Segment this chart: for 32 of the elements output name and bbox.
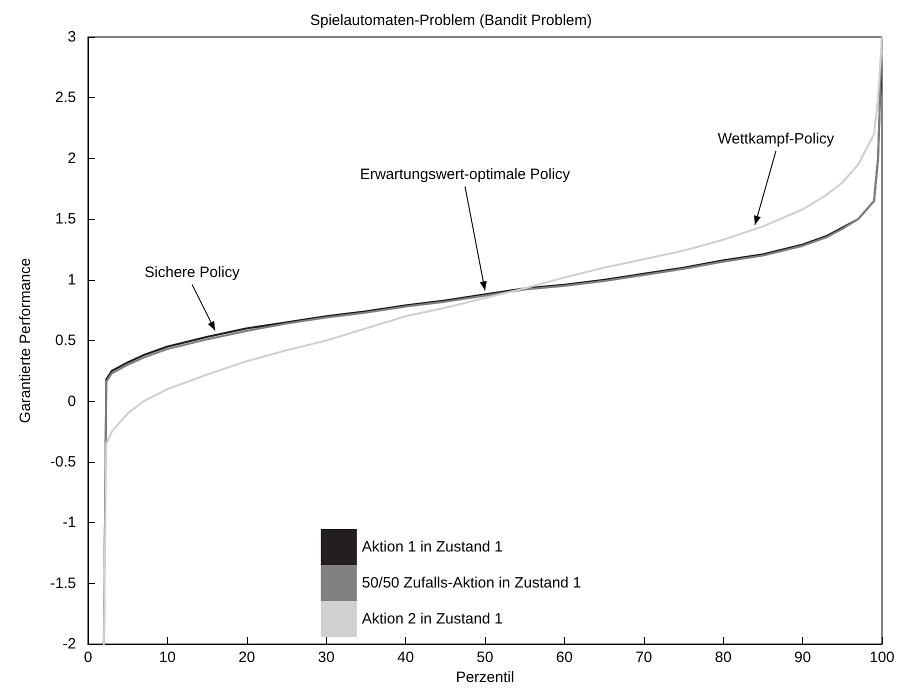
y-tick-label: -1.5 — [50, 574, 76, 592]
x-tick-label: 0 — [84, 649, 92, 666]
legend-label: Aktion 2 in Zustand 1 — [362, 610, 503, 628]
annotation: Wettkampf-Policy — [718, 130, 835, 148]
x-tick-label: 10 — [159, 649, 176, 666]
x-tick-label: 40 — [397, 649, 414, 666]
y-tick-label: 0.5 — [55, 332, 76, 350]
y-axis-title: Garantierte Performance — [17, 258, 34, 424]
y-tick-label: 2 — [68, 150, 76, 167]
x-tick-label: 70 — [635, 649, 652, 666]
x-tick-label: 60 — [556, 649, 573, 666]
legend-label: 50/50 Zufalls-Aktion in Zustand 1 — [362, 574, 582, 592]
y-tick-label: 1.5 — [55, 210, 76, 228]
y-tick-label: 2.5 — [55, 89, 76, 106]
legend-label: Aktion 1 in Zustand 1 — [362, 538, 503, 556]
line-series — [102, 36, 883, 646]
x-tick-label: 80 — [714, 649, 732, 666]
y-tick-label: 1 — [68, 271, 76, 288]
x-tick-label: 50 — [476, 649, 494, 666]
x-tick-label: 90 — [794, 649, 811, 666]
y-tick-label: -1 — [62, 514, 76, 532]
annotation: Erwartungswert-optimale Policy — [360, 166, 571, 183]
y-tick-label: 0 — [68, 392, 76, 410]
y-tick-label: 3 — [68, 28, 76, 46]
chart-title: Spielautomaten-Problem (Bandit Problem) — [310, 12, 592, 29]
x-tick-label: 30 — [318, 649, 335, 666]
y-tick-label: -0.5 — [50, 453, 76, 470]
y-tick-label: -2 — [62, 636, 76, 653]
annotation: Sichere Policy — [144, 264, 240, 281]
x-tick-label: 20 — [238, 649, 256, 666]
x-tick-label: 100 — [869, 649, 895, 666]
x-axis-title: Perzentil — [456, 669, 514, 686]
